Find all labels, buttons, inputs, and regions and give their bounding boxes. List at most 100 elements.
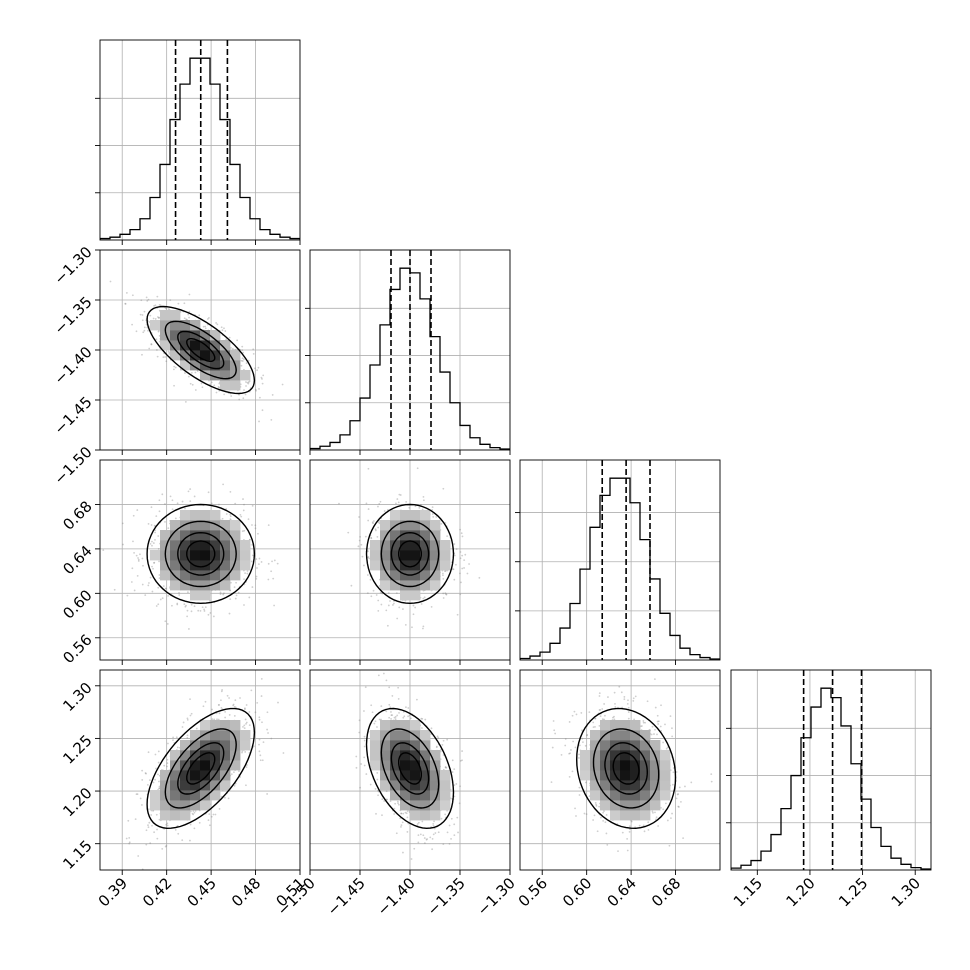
sample-point — [363, 739, 366, 742]
density-cell — [190, 770, 201, 781]
sample-point — [254, 388, 257, 391]
sample-point — [208, 824, 211, 827]
sample-point — [164, 845, 167, 848]
sample-point — [233, 715, 236, 717]
sample-point — [210, 502, 213, 505]
sample-point — [147, 824, 149, 827]
sample-point — [262, 741, 265, 744]
sample-point — [171, 508, 174, 511]
density-cell — [410, 590, 421, 601]
density-cell — [180, 750, 191, 761]
sample-point — [217, 718, 220, 721]
density-cell — [170, 560, 181, 571]
density-cell — [150, 800, 161, 811]
sample-point — [158, 787, 160, 790]
density-cell — [400, 550, 411, 561]
sample-point — [359, 535, 361, 538]
sample-point — [399, 494, 402, 496]
sample-point — [406, 816, 409, 819]
sample-point — [378, 718, 381, 721]
sample-point — [241, 349, 244, 352]
sample-point — [393, 716, 396, 719]
sample-point — [158, 560, 160, 563]
sample-point — [239, 513, 242, 516]
density-cell — [390, 510, 401, 521]
sample-point — [376, 772, 379, 774]
sample-point — [397, 501, 400, 504]
sample-point — [168, 308, 171, 311]
sample-point — [233, 705, 236, 708]
density-cell — [400, 770, 411, 781]
scatter-panel-1-0 — [100, 250, 300, 450]
sample-point — [244, 393, 247, 396]
sample-point — [147, 298, 150, 301]
density-cell — [410, 780, 421, 791]
sample-point — [416, 823, 419, 825]
sample-point — [238, 398, 241, 401]
sample-point — [240, 359, 243, 362]
sample-point — [244, 572, 247, 575]
sample-point — [154, 538, 156, 541]
sample-point — [461, 750, 464, 752]
density-cell — [420, 510, 431, 521]
sample-point — [375, 812, 377, 815]
sample-point — [137, 557, 139, 559]
density-cell — [210, 780, 221, 791]
density-cell — [210, 370, 221, 381]
sample-point — [240, 515, 243, 518]
sample-point — [400, 825, 402, 828]
sample-point — [422, 495, 425, 498]
sample-point — [152, 317, 155, 320]
density-cell — [410, 530, 421, 541]
density-cell — [430, 780, 441, 791]
sample-point — [366, 592, 369, 594]
density-cell — [400, 590, 411, 601]
sample-point — [146, 299, 149, 302]
sample-point — [252, 745, 255, 748]
density-cell — [180, 810, 191, 821]
sample-point — [459, 759, 462, 762]
sample-point — [404, 811, 407, 814]
sample-point — [141, 769, 144, 772]
density-cell — [170, 750, 181, 761]
sample-point — [228, 612, 231, 615]
density-cell — [180, 580, 191, 591]
sample-point — [451, 759, 454, 762]
panel-frame — [99, 459, 301, 661]
sample-point — [386, 798, 388, 801]
density-cell — [160, 340, 171, 351]
sample-point — [446, 831, 449, 834]
sample-point — [254, 711, 257, 714]
histogram-panel-1 — [310, 250, 510, 450]
density-cell — [440, 770, 451, 781]
sample-point — [155, 338, 158, 341]
sample-point — [171, 604, 173, 607]
sample-point — [350, 584, 353, 587]
sample-point — [459, 557, 462, 560]
sample-point — [132, 514, 135, 517]
sample-point — [137, 560, 140, 562]
sample-point — [442, 592, 445, 595]
sample-point — [478, 576, 481, 579]
sample-point — [437, 737, 440, 739]
sample-point — [261, 409, 264, 412]
sample-point — [367, 550, 369, 553]
sample-point — [261, 759, 264, 762]
sample-point — [432, 824, 435, 827]
sample-point — [442, 843, 445, 846]
sample-point — [142, 331, 145, 334]
density-cell — [200, 520, 211, 531]
density-cell — [380, 580, 391, 591]
sample-point — [158, 499, 161, 502]
sample-point — [435, 515, 438, 518]
sample-point — [245, 381, 247, 383]
sample-point — [229, 515, 232, 518]
sample-point — [677, 805, 680, 808]
sample-point — [235, 706, 237, 709]
sample-point — [394, 715, 397, 718]
sample-point — [226, 694, 229, 697]
density-cell — [210, 570, 221, 581]
sample-point — [429, 836, 432, 839]
sample-point — [406, 810, 409, 813]
sample-point — [370, 595, 373, 598]
